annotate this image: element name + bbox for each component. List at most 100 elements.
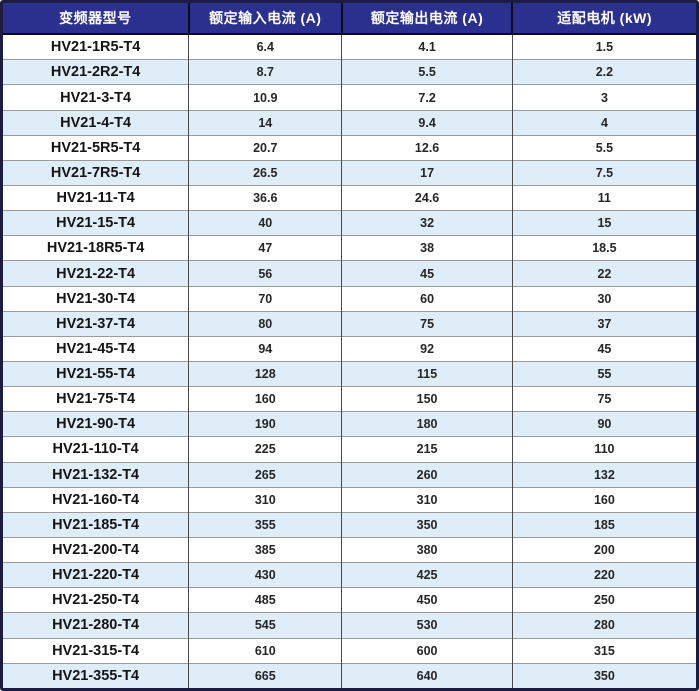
cell-adapted-motor: 220	[511, 562, 696, 588]
cell-rated-input-current: 190	[188, 411, 342, 437]
cell-rated-input-current: 20.7	[188, 134, 342, 161]
cell-rated-output-current: 9.4	[341, 109, 513, 136]
table-row: HV21-3-T4 10.9 7.2 3	[3, 84, 696, 111]
table-row: HV21-200-T4 385 380 200	[3, 536, 696, 563]
table-row: HV21-160-T4 310 310 160	[3, 486, 696, 513]
cell-rated-output-current: 115	[341, 360, 513, 387]
cell-rated-output-current: 60	[341, 285, 513, 312]
cell-rated-input-current: 610	[188, 637, 342, 664]
spec-table: 变频器型号 额定输入电流 (A) 额定输出电流 (A) 适配电机 (kW) HV…	[3, 3, 696, 688]
cell-rated-input-current: 128	[188, 360, 342, 387]
table-row: HV21-280-T4 545 530 280	[3, 612, 696, 639]
cell-inverter-model: HV21-250-T4	[3, 587, 189, 613]
table-row: HV21-30-T4 70 60 30	[3, 285, 696, 312]
cell-rated-output-current: 640	[341, 662, 513, 688]
cell-adapted-motor: 2.2	[511, 59, 696, 85]
cell-rated-input-current: 485	[188, 587, 342, 613]
cell-inverter-model: HV21-90-T4	[3, 411, 189, 437]
cell-adapted-motor: 185	[511, 511, 696, 538]
table-row: HV21-15-T4 40 32 15	[3, 210, 696, 236]
cell-inverter-model: HV21-220-T4	[3, 562, 189, 588]
cell-adapted-motor: 22	[511, 260, 696, 287]
cell-rated-output-current: 17	[341, 159, 513, 186]
cell-adapted-motor: 75	[511, 386, 696, 412]
cell-rated-output-current: 150	[341, 386, 513, 412]
cell-adapted-motor: 37	[511, 310, 696, 337]
cell-rated-input-current: 355	[188, 511, 342, 538]
table-row: HV21-90-T4 190 180 90	[3, 411, 696, 437]
table-row: HV21-22-T4 56 45 22	[3, 260, 696, 287]
cell-rated-input-current: 8.7	[188, 59, 342, 85]
table-row: HV21-355-T4 665 640 350	[3, 662, 696, 688]
cell-adapted-motor: 110	[511, 436, 696, 463]
cell-rated-output-current: 92	[341, 335, 513, 362]
cell-rated-input-current: 14	[188, 109, 342, 136]
cell-rated-output-current: 425	[341, 562, 513, 588]
table-row: HV21-1R5-T4 6.4 4.1 1.5	[3, 34, 696, 60]
cell-rated-input-current: 94	[188, 335, 342, 362]
table-row: HV21-110-T4 225 215 110	[3, 436, 696, 463]
cell-inverter-model: HV21-110-T4	[3, 436, 189, 463]
cell-adapted-motor: 11	[511, 185, 696, 211]
cell-rated-output-current: 24.6	[341, 185, 513, 211]
cell-rated-input-current: 80	[188, 310, 342, 337]
cell-inverter-model: HV21-315-T4	[3, 637, 189, 664]
cell-adapted-motor: 315	[511, 637, 696, 664]
cell-rated-output-current: 180	[341, 411, 513, 437]
cell-rated-output-current: 530	[341, 612, 513, 639]
cell-inverter-model: HV21-355-T4	[3, 662, 189, 688]
cell-inverter-model: HV21-200-T4	[3, 536, 189, 563]
cell-adapted-motor: 350	[511, 662, 696, 688]
cell-rated-input-current: 160	[188, 386, 342, 412]
cell-inverter-model: HV21-45-T4	[3, 335, 189, 362]
cell-rated-output-current: 45	[341, 260, 513, 287]
cell-inverter-model: HV21-1R5-T4	[3, 34, 189, 60]
col-header-rated-input-current: 额定输入电流 (A)	[187, 3, 342, 35]
table-row: HV21-220-T4 430 425 220	[3, 562, 696, 588]
cell-inverter-model: HV21-30-T4	[3, 285, 189, 312]
cell-rated-input-current: 56	[188, 260, 342, 287]
table-row: HV21-55-T4 128 115 55	[3, 360, 696, 387]
cell-rated-output-current: 215	[341, 436, 513, 463]
cell-inverter-model: HV21-2R2-T4	[3, 59, 189, 85]
cell-adapted-motor: 5.5	[511, 134, 696, 161]
cell-rated-output-current: 5.5	[341, 59, 513, 85]
cell-rated-output-current: 38	[341, 235, 513, 261]
col-header-rated-output-current: 额定输出电流 (A)	[340, 3, 513, 35]
table-row: HV21-11-T4 36.6 24.6 11	[3, 185, 696, 211]
table-row: HV21-18R5-T4 47 38 18.5	[3, 235, 696, 261]
cell-rated-output-current: 450	[341, 587, 513, 613]
cell-inverter-model: HV21-7R5-T4	[3, 159, 189, 186]
cell-adapted-motor: 45	[511, 335, 696, 362]
cell-rated-input-current: 545	[188, 612, 342, 639]
table-row: HV21-75-T4 160 150 75	[3, 386, 696, 412]
table-row: HV21-315-T4 610 600 315	[3, 637, 696, 664]
cell-adapted-motor: 18.5	[511, 235, 696, 261]
col-header-inverter-model: 变频器型号	[3, 3, 189, 35]
cell-adapted-motor: 250	[511, 587, 696, 613]
cell-rated-input-current: 70	[188, 285, 342, 312]
cell-rated-input-current: 10.9	[188, 84, 342, 111]
table-row: HV21-4-T4 14 9.4 4	[3, 109, 696, 136]
cell-inverter-model: HV21-185-T4	[3, 511, 189, 538]
table-row: HV21-45-T4 94 92 45	[3, 335, 696, 362]
cell-adapted-motor: 90	[511, 411, 696, 437]
col-header-adapted-motor: 适配电机 (kW)	[511, 3, 696, 35]
table-row: HV21-132-T4 265 260 132	[3, 461, 696, 488]
cell-rated-input-current: 225	[188, 436, 342, 463]
cell-adapted-motor: 4	[511, 109, 696, 136]
cell-adapted-motor: 55	[511, 360, 696, 387]
cell-inverter-model: HV21-18R5-T4	[3, 235, 189, 261]
cell-adapted-motor: 3	[511, 84, 696, 111]
cell-rated-input-current: 6.4	[188, 34, 342, 60]
cell-adapted-motor: 30	[511, 285, 696, 312]
cell-inverter-model: HV21-4-T4	[3, 109, 189, 136]
cell-rated-output-current: 12.6	[341, 134, 513, 161]
cell-inverter-model: HV21-37-T4	[3, 310, 189, 337]
cell-adapted-motor: 280	[511, 612, 696, 639]
cell-rated-input-current: 36.6	[188, 185, 342, 211]
cell-adapted-motor: 132	[511, 461, 696, 488]
cell-rated-output-current: 7.2	[341, 84, 513, 111]
cell-rated-input-current: 265	[188, 461, 342, 488]
table-row: HV21-250-T4 485 450 250	[3, 587, 696, 613]
